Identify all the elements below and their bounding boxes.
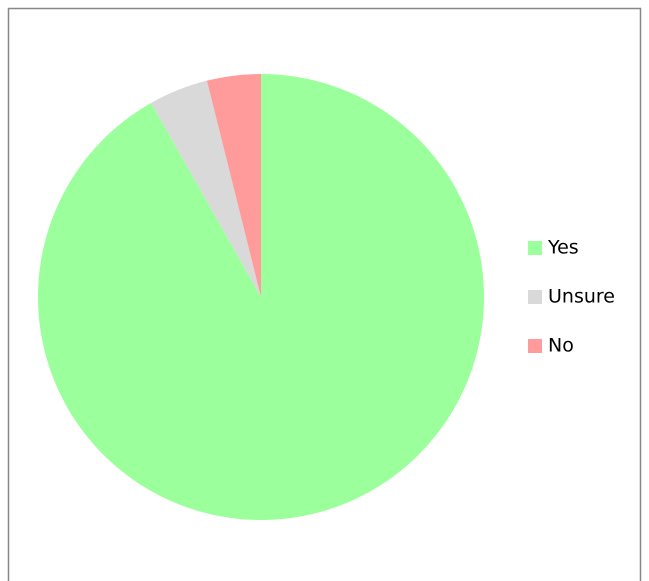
pie-slice xyxy=(151,80,261,297)
pie-slice xyxy=(206,74,261,297)
legend-swatch xyxy=(528,339,542,353)
legend-label: Yes xyxy=(547,237,579,259)
legend-label: Unsure xyxy=(548,286,615,308)
legend-label: No xyxy=(548,335,574,357)
legend-swatch xyxy=(528,241,542,255)
legend-swatch xyxy=(528,290,542,304)
frame xyxy=(7,7,642,581)
